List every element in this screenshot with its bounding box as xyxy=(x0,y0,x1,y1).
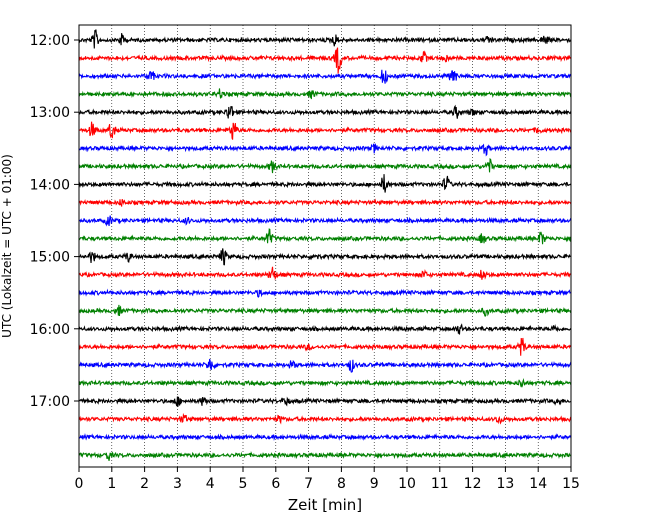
trace-line xyxy=(78,378,572,388)
trace-line xyxy=(78,121,572,140)
x-tick-label: 12 xyxy=(464,476,482,492)
x-axis-ticks: 0 1 2 3 4 5 6 7 8 9 10 11 12 13 14 15 xyxy=(75,467,580,492)
trace-line xyxy=(78,228,572,245)
x-tick-label: 3 xyxy=(173,476,182,492)
trace-line xyxy=(78,288,572,298)
y-tick-label: 12:00 xyxy=(30,33,70,49)
x-tick-label: 7 xyxy=(304,476,313,492)
y-axis-ticks: 12:00 13:00 14:00 15:00 16:00 17:00 xyxy=(30,33,79,410)
traces-group xyxy=(78,29,572,461)
trace-line xyxy=(78,432,572,441)
plot-border xyxy=(78,24,572,468)
trace-line xyxy=(78,143,572,157)
x-tick-label: 8 xyxy=(337,476,346,492)
y-tick-label: 15:00 xyxy=(30,250,70,266)
x-tick-label: 14 xyxy=(529,476,547,492)
trace-line xyxy=(78,198,572,207)
trace-line xyxy=(78,47,572,74)
y-tick-label: 14:00 xyxy=(30,177,70,193)
y-axis-label: UTC (Lokalzeit = UTC + 01:00) xyxy=(0,154,14,338)
trace-line xyxy=(78,248,572,266)
trace-line xyxy=(78,215,572,227)
x-tick-label: 6 xyxy=(271,476,280,492)
trace-line xyxy=(78,104,572,119)
trace-line xyxy=(78,158,572,174)
trace-line xyxy=(78,323,572,335)
x-tick-label: 2 xyxy=(140,476,149,492)
x-axis-label: Zeit [min] xyxy=(288,496,362,514)
x-tick-label: 10 xyxy=(398,476,416,492)
trace-line xyxy=(78,29,572,49)
x-tick-label: 4 xyxy=(206,476,215,492)
x-tick-label: 11 xyxy=(431,476,449,492)
x-tick-label: 9 xyxy=(370,476,379,492)
x-tick-label: 5 xyxy=(239,476,248,492)
trace-line xyxy=(79,358,572,373)
trace-line xyxy=(78,88,572,100)
x-tick-label: 0 xyxy=(75,476,84,492)
trace-line xyxy=(78,304,572,317)
x-tick-label: 13 xyxy=(496,476,514,492)
x-tick-label: 15 xyxy=(562,476,580,492)
x-tick-label: 1 xyxy=(107,476,116,492)
plot-area xyxy=(79,25,571,467)
trace-line xyxy=(78,412,572,425)
trace-line xyxy=(78,396,572,407)
trace-line xyxy=(78,174,572,193)
trace-line xyxy=(78,450,572,461)
y-tick-label: 16:00 xyxy=(30,322,70,338)
y-tick-label: 13:00 xyxy=(30,105,70,121)
y-tick-label: 17:00 xyxy=(30,394,70,410)
trace-line xyxy=(78,69,572,84)
trace-line xyxy=(78,266,572,281)
trace-line xyxy=(78,337,572,356)
